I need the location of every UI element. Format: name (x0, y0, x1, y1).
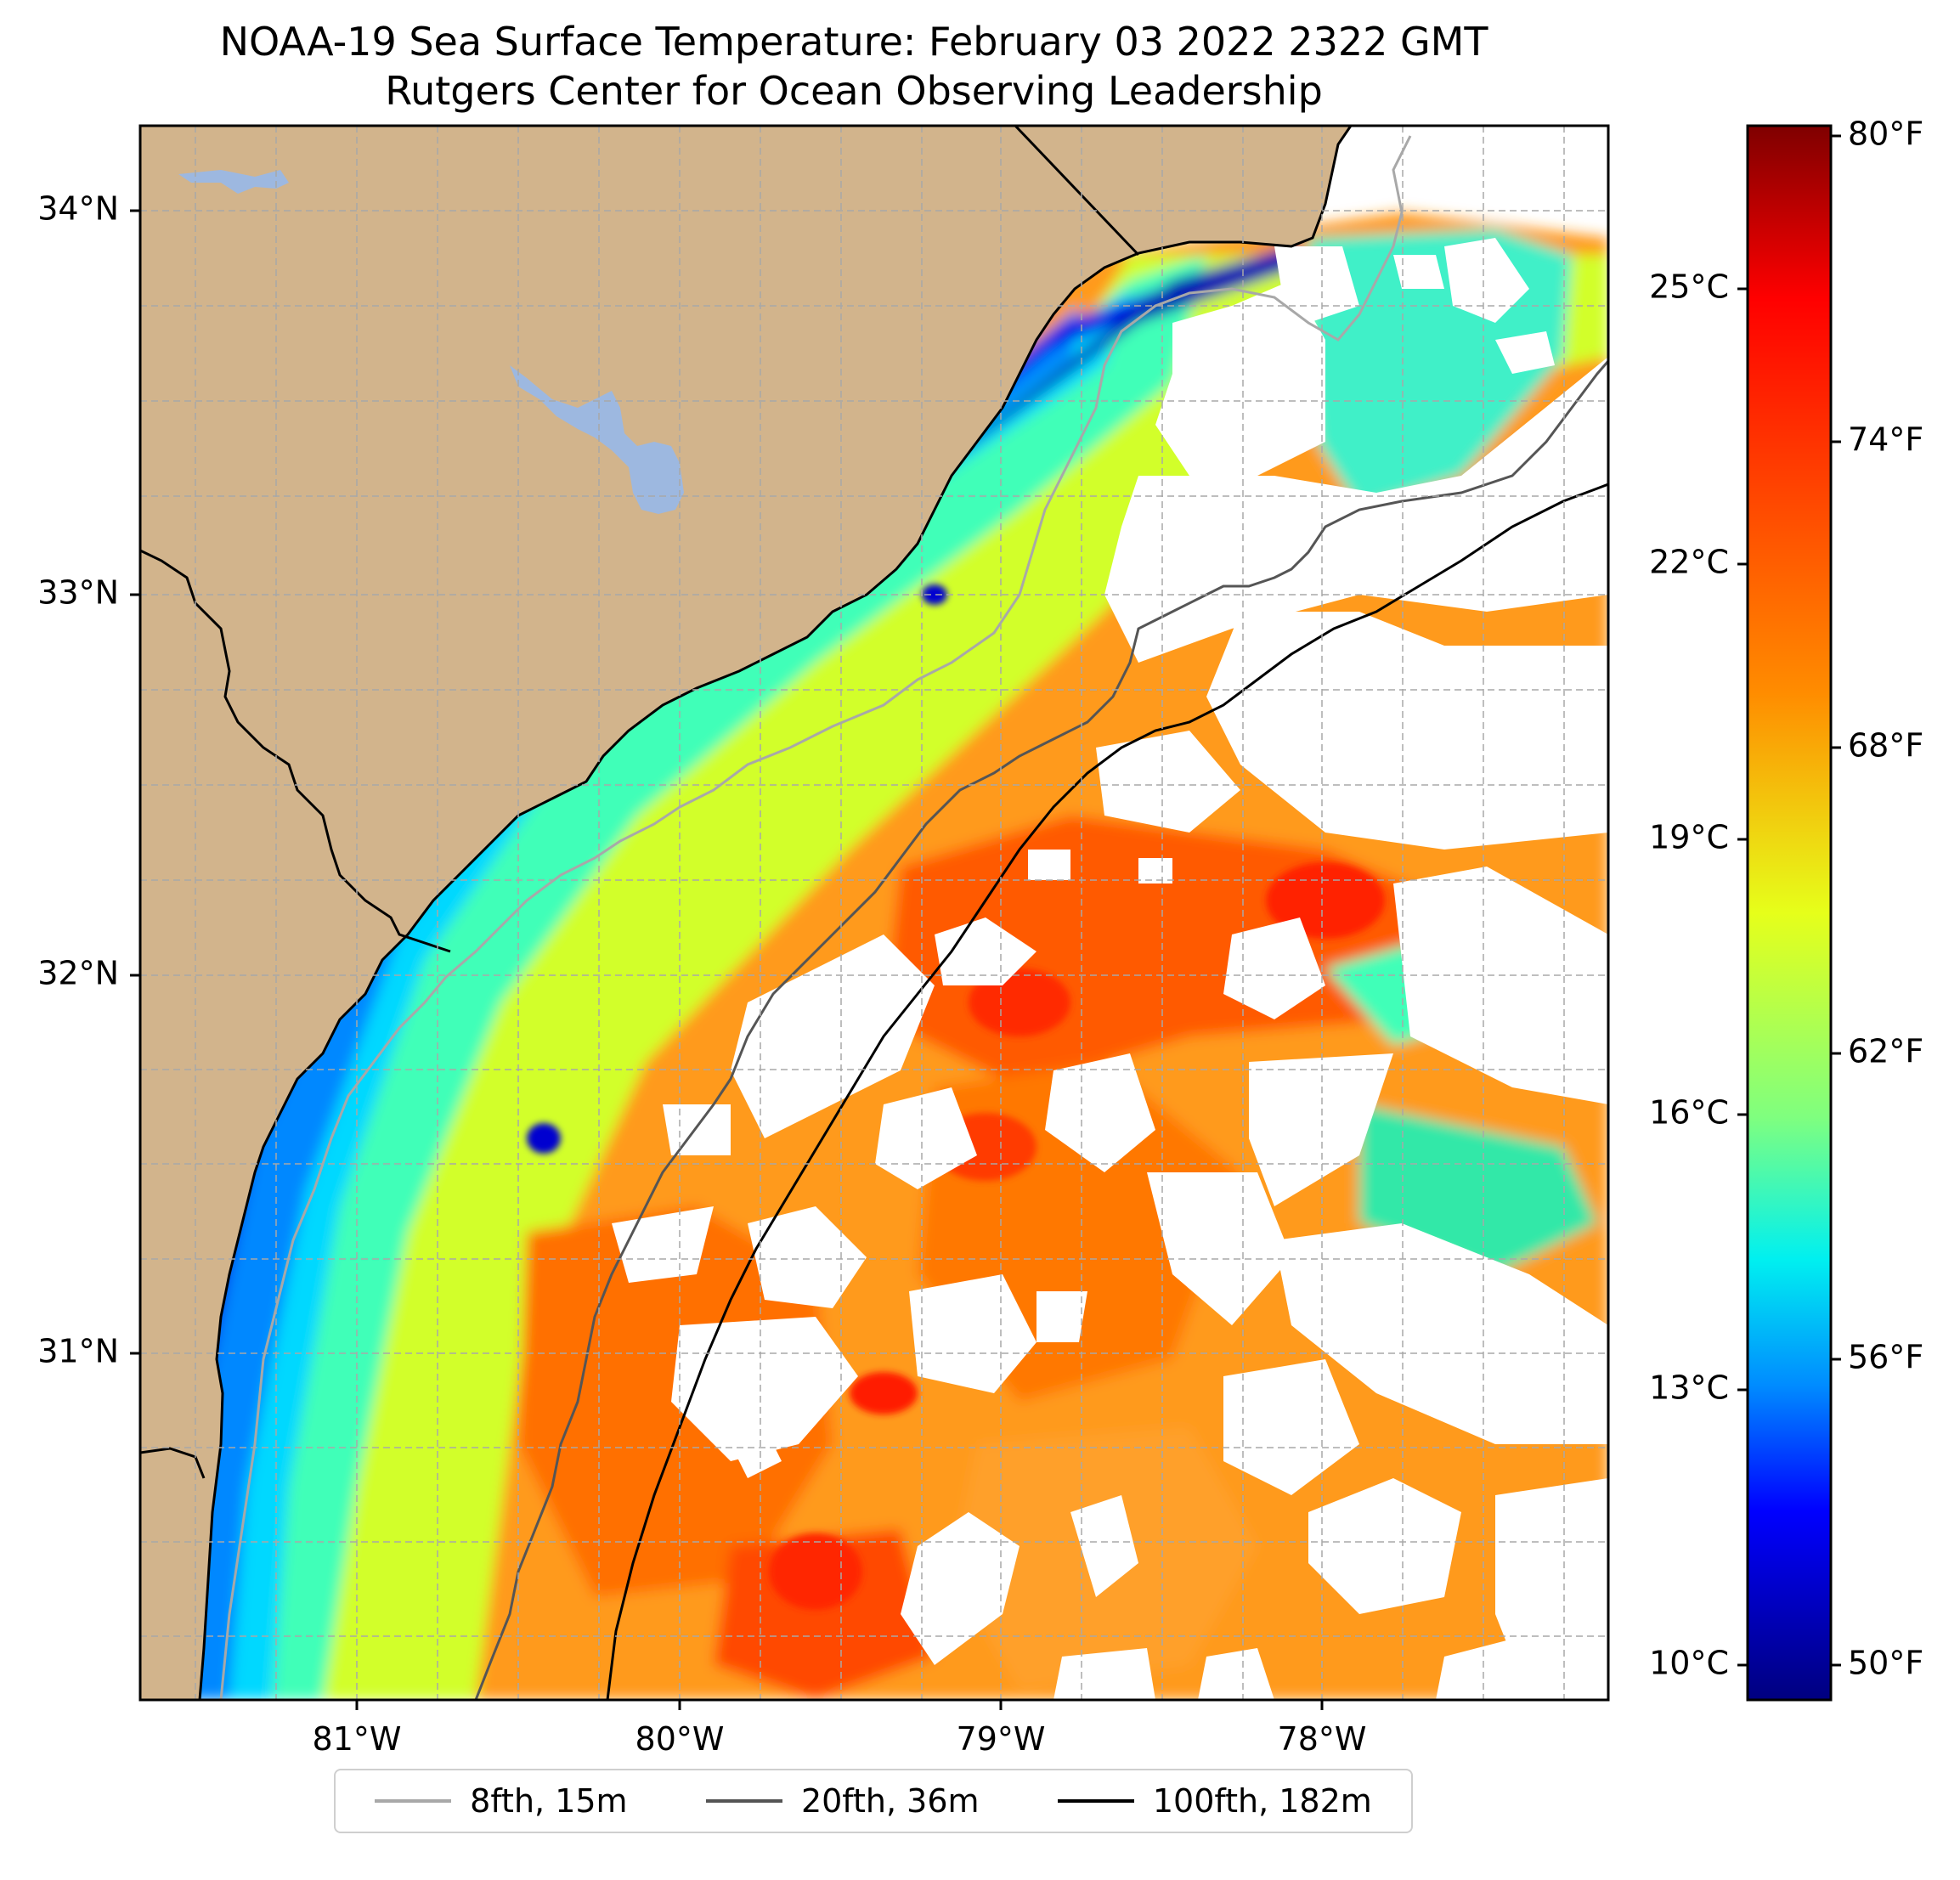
legend-line-icon (705, 1799, 782, 1803)
colorbar-label-22c: 22°C (1649, 544, 1729, 581)
legend-line-icon (375, 1799, 452, 1803)
colorbar-label-68f: 68°F (1848, 727, 1923, 765)
colorbar-label-74f: 74°F (1848, 421, 1923, 459)
legend-item-100fth: 100fth, 182m (1057, 1782, 1372, 1820)
lat-label-31n: 31°N (37, 1333, 119, 1370)
title-line-2: Rutgers Center for Ocean Observing Leade… (385, 68, 1323, 114)
title-line-1: NOAA-19 Sea Surface Temperature: Februar… (219, 19, 1488, 65)
lon-label-81w: 81°W (313, 1720, 402, 1758)
map-frame (138, 124, 1610, 1702)
legend-item-20fth: 20fth, 36m (705, 1782, 980, 1820)
lake (178, 170, 289, 194)
colorbar-ticks (1737, 134, 1841, 1667)
colorbar-label-25c: 25°C (1649, 268, 1729, 306)
coastline (198, 126, 1353, 1700)
colorbar-label-10c: 10°C (1649, 1645, 1729, 1682)
lon-label-80w: 80°W (635, 1720, 725, 1758)
chart-title: NOAA-19 Sea Surface Temperature: Februar… (0, 17, 1708, 116)
colorbar-label-13c: 13°C (1649, 1369, 1729, 1407)
colorbar-label-56f: 56°F (1848, 1339, 1923, 1376)
colorbar-label-80f: 80°F (1848, 116, 1923, 153)
lat-ticks (130, 209, 140, 1355)
lon-label-78w: 78°W (1278, 1720, 1367, 1758)
legend-item-8fth: 8fth, 15m (375, 1782, 628, 1820)
map-area[interactable] (140, 126, 1608, 1700)
gridlines (140, 126, 1608, 1700)
legend-line-icon (1057, 1799, 1134, 1803)
legend-label: 8fth, 15m (470, 1782, 628, 1820)
colorbar-label-62f: 62°F (1848, 1033, 1923, 1070)
lat-label-32n: 32°N (37, 955, 119, 992)
lat-label-34n: 34°N (37, 190, 119, 228)
lake (510, 365, 684, 514)
colorbar (1746, 124, 1833, 1702)
lat-label-33n: 33°N (37, 574, 119, 612)
legend-label: 20fth, 36m (800, 1782, 980, 1820)
legend-label: 100fth, 182m (1152, 1782, 1372, 1820)
land (140, 126, 1351, 1700)
colorbar-label-50f: 50°F (1848, 1645, 1923, 1682)
legend: 8fth, 15m 20fth, 36m 100fth, 182m (334, 1769, 1413, 1833)
lon-label-79w: 79°W (957, 1720, 1046, 1758)
lon-ticks (355, 1700, 1324, 1710)
colorbar-label-16c: 16°C (1649, 1094, 1729, 1132)
colorbar-label-19c: 19°C (1649, 819, 1729, 856)
